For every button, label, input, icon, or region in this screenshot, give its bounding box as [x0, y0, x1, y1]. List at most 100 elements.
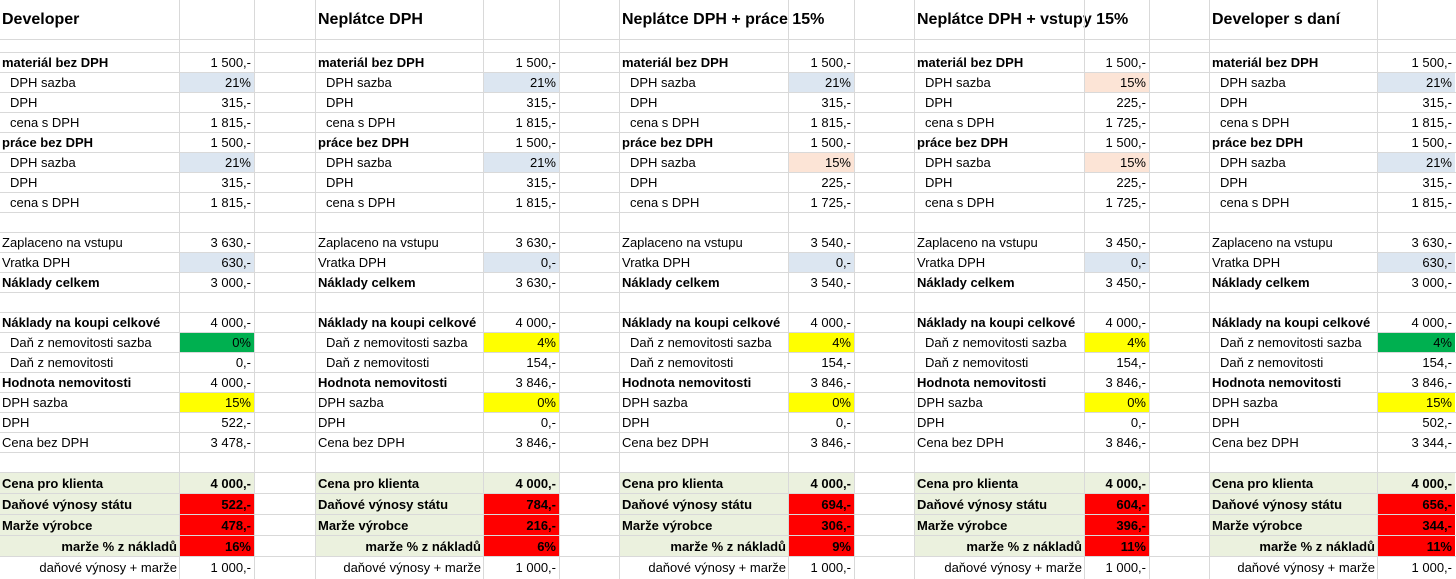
summary-value[interactable]: 604,-	[1085, 494, 1149, 515]
summary-value[interactable]: 694,-	[789, 494, 854, 515]
summary-value[interactable]: 656,-	[1378, 494, 1455, 515]
value-cell[interactable]: 0,-	[540, 415, 556, 430]
rate-cell[interactable]: 21%	[1378, 153, 1455, 173]
footer-value[interactable]: 1 000,-	[515, 560, 556, 575]
value-cell[interactable]: 3 846,-	[1411, 375, 1452, 390]
value-cell[interactable]: 3 000,-	[1411, 275, 1452, 290]
rate-cell[interactable]: 0,-	[1085, 253, 1149, 273]
value-cell[interactable]: 3 846,-	[810, 435, 851, 450]
value-cell[interactable]: 3 000,-	[210, 275, 251, 290]
value-cell[interactable]: 3 630,-	[515, 275, 556, 290]
footer-value[interactable]: 1 000,-	[1411, 560, 1452, 575]
value-cell[interactable]: 154,-	[1116, 355, 1146, 370]
value-cell[interactable]: 1 815,-	[1411, 115, 1452, 130]
rate-cell[interactable]: 21%	[789, 73, 854, 93]
value-cell[interactable]: 3 450,-	[1105, 235, 1146, 250]
summary-value[interactable]: 522,-	[180, 494, 254, 515]
summary-value[interactable]: 9%	[789, 536, 854, 557]
summary-value[interactable]: 4 000,-	[1411, 476, 1452, 491]
value-cell[interactable]: 1 815,-	[810, 115, 851, 130]
value-cell[interactable]: 225,-	[1116, 175, 1146, 190]
rate-cell[interactable]: 21%	[1378, 73, 1455, 93]
value-cell[interactable]: 1 815,-	[1411, 195, 1452, 210]
rate-cell[interactable]: 4%	[789, 333, 854, 353]
value-cell[interactable]: 225,-	[1116, 95, 1146, 110]
footer-value[interactable]: 1 000,-	[810, 560, 851, 575]
value-cell[interactable]: 315,-	[221, 175, 251, 190]
value-cell[interactable]: 3 630,-	[1411, 235, 1452, 250]
value-cell[interactable]: 315,-	[1422, 95, 1452, 110]
value-cell[interactable]: 154,-	[821, 355, 851, 370]
value-cell[interactable]: 315,-	[1422, 175, 1452, 190]
value-cell[interactable]: 1 500,-	[1105, 135, 1146, 150]
value-cell[interactable]: 1 815,-	[210, 115, 251, 130]
value-cell[interactable]: 315,-	[221, 95, 251, 110]
rate-cell[interactable]: 630,-	[1378, 253, 1455, 273]
rate-cell[interactable]: 0%	[484, 393, 559, 413]
value-cell[interactable]: 4 000,-	[1105, 315, 1146, 330]
value-cell[interactable]: 1 500,-	[210, 55, 251, 70]
value-cell[interactable]: 4 000,-	[210, 375, 251, 390]
value-cell[interactable]: 4 000,-	[210, 315, 251, 330]
rate-cell[interactable]: 0%	[789, 393, 854, 413]
value-cell[interactable]: 3 846,-	[515, 435, 556, 450]
value-cell[interactable]: 1 500,-	[210, 135, 251, 150]
summary-value[interactable]: 306,-	[789, 515, 854, 536]
summary-value[interactable]: 16%	[180, 536, 254, 557]
value-cell[interactable]: 3 344,-	[1411, 435, 1452, 450]
value-cell[interactable]: 3 846,-	[1105, 375, 1146, 390]
rate-cell[interactable]: 4%	[484, 333, 559, 353]
rate-cell[interactable]: 630,-	[180, 253, 254, 273]
rate-cell[interactable]: 4%	[1378, 333, 1455, 353]
rate-cell[interactable]: 4%	[1085, 333, 1149, 353]
rate-cell[interactable]: 15%	[1085, 73, 1149, 93]
rate-cell[interactable]: 0%	[180, 333, 254, 353]
rate-cell[interactable]: 21%	[484, 153, 559, 173]
value-cell[interactable]: 0,-	[1130, 415, 1146, 430]
rate-cell[interactable]: 15%	[1378, 393, 1455, 413]
value-cell[interactable]: 3 450,-	[1105, 275, 1146, 290]
footer-value[interactable]: 1 000,-	[210, 560, 251, 575]
value-cell[interactable]: 1 815,-	[515, 115, 556, 130]
value-cell[interactable]: 3 846,-	[515, 375, 556, 390]
value-cell[interactable]: 3 846,-	[810, 375, 851, 390]
summary-value[interactable]: 4 000,-	[810, 476, 851, 491]
value-cell[interactable]: 3 478,-	[210, 435, 251, 450]
value-cell[interactable]: 3 846,-	[1105, 435, 1146, 450]
value-cell[interactable]: 502,-	[1422, 415, 1452, 430]
value-cell[interactable]: 0,-	[835, 415, 851, 430]
summary-value[interactable]: 344,-	[1378, 515, 1455, 536]
summary-value[interactable]: 11%	[1378, 536, 1455, 557]
value-cell[interactable]: 1 815,-	[515, 195, 556, 210]
rate-cell[interactable]: 21%	[180, 153, 254, 173]
value-cell[interactable]: 3 540,-	[810, 275, 851, 290]
rate-cell[interactable]: 15%	[1085, 153, 1149, 173]
value-cell[interactable]: 154,-	[526, 355, 556, 370]
value-cell[interactable]: 4 000,-	[515, 315, 556, 330]
value-cell[interactable]: 315,-	[526, 95, 556, 110]
rate-cell[interactable]: 0%	[1085, 393, 1149, 413]
value-cell[interactable]: 1 815,-	[210, 195, 251, 210]
value-cell[interactable]: 3 540,-	[810, 235, 851, 250]
value-cell[interactable]: 1 500,-	[1411, 135, 1452, 150]
value-cell[interactable]: 0,-	[235, 355, 251, 370]
value-cell[interactable]: 154,-	[1422, 355, 1452, 370]
summary-value[interactable]: 216,-	[484, 515, 559, 536]
footer-value[interactable]: 1 000,-	[1105, 560, 1146, 575]
rate-cell[interactable]: 21%	[180, 73, 254, 93]
rate-cell[interactable]: 15%	[180, 393, 254, 413]
summary-value[interactable]: 11%	[1085, 536, 1149, 557]
value-cell[interactable]: 1 500,-	[515, 55, 556, 70]
summary-value[interactable]: 478,-	[180, 515, 254, 536]
value-cell[interactable]: 522,-	[221, 415, 251, 430]
summary-value[interactable]: 6%	[484, 536, 559, 557]
value-cell[interactable]: 1 500,-	[1105, 55, 1146, 70]
value-cell[interactable]: 3 630,-	[210, 235, 251, 250]
value-cell[interactable]: 315,-	[526, 175, 556, 190]
value-cell[interactable]: 3 630,-	[515, 235, 556, 250]
rate-cell[interactable]: 15%	[789, 153, 854, 173]
summary-value[interactable]: 4 000,-	[1105, 476, 1146, 491]
value-cell[interactable]: 1 725,-	[1105, 115, 1146, 130]
value-cell[interactable]: 1 500,-	[810, 55, 851, 70]
summary-value[interactable]: 396,-	[1085, 515, 1149, 536]
